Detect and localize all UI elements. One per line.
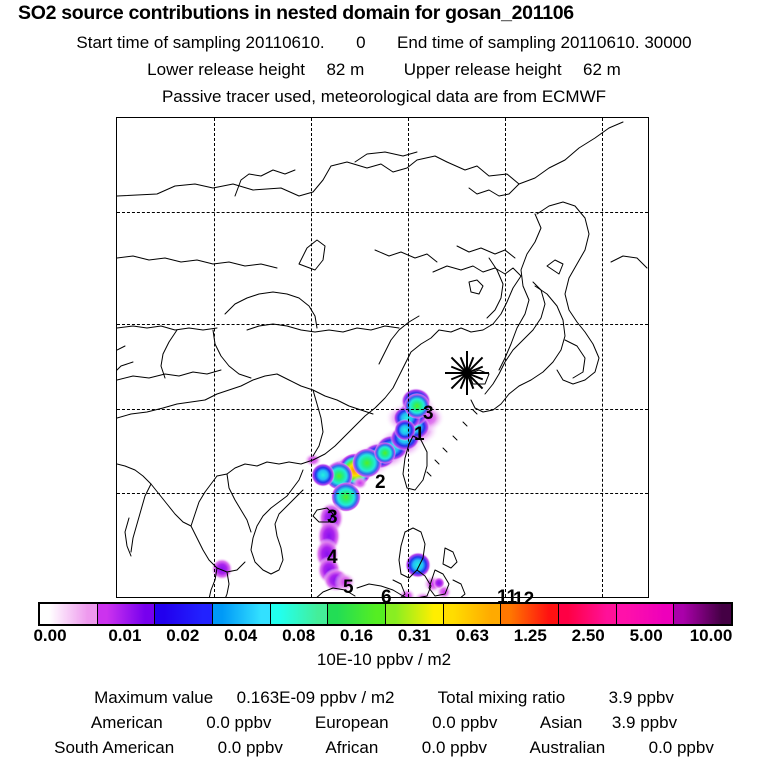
australian-label: Australian [529, 738, 606, 757]
sampling-time-line: Start time of sampling 20110610. 0 End t… [0, 33, 768, 53]
colorbar-segment [155, 604, 214, 624]
colorbar-tick-label: 0.01 [108, 626, 142, 645]
gridline-horizontal [117, 493, 648, 494]
colorbar-segment [270, 604, 329, 624]
footer-summary-line: Maximum value 0.163E-09 ppbv / m2 Total … [0, 688, 768, 708]
map-inner [117, 118, 648, 597]
gridline-vertical [408, 118, 409, 597]
colorbar-segment [40, 604, 98, 624]
colorbar-segment [328, 604, 387, 624]
page-title: SO2 source contributions in nested domai… [18, 2, 574, 24]
total-mixing-ratio-value: 3.9 ppbv [608, 688, 674, 707]
american-value: 0.0 ppbv [206, 713, 272, 732]
colorbar-segment [97, 604, 156, 624]
colorbar-tick-label: 0.16 [339, 626, 374, 645]
lower-release-height-value: 82 m [326, 60, 365, 79]
gridline-vertical [602, 118, 603, 597]
european-label: European [314, 713, 389, 732]
colorbar-tick-label: 5.00 [629, 626, 663, 645]
colorbar-tick-label: 0.04 [224, 626, 258, 645]
colorbar-tick-label: 10.00 [689, 626, 733, 645]
end-time-label: End time of sampling 20110610. 30000 [397, 33, 692, 52]
colorbar-segment [443, 604, 502, 624]
colorbar-segment [501, 604, 560, 624]
colorbar-tick-label: 0.00 [33, 626, 67, 645]
footer-region-line-2: South American 0.0 ppbv African 0.0 ppbv… [0, 738, 768, 758]
plume-concentration-layer [211, 388, 452, 597]
maximum-value: 0.163E-09 ppbv / m2 [236, 688, 395, 707]
south-american-label: South American [54, 738, 175, 757]
colorbar-tick-label: 0.63 [455, 626, 489, 645]
upper-release-height-label: Upper release height [403, 60, 562, 79]
trajectory-day-label: 6 [381, 587, 392, 608]
trajectory-day-label: 5 [343, 577, 354, 598]
gridline-horizontal [117, 409, 648, 410]
african-label: African [325, 738, 379, 757]
colorbar [38, 602, 733, 626]
south-american-value: 0.0 ppbv [217, 738, 283, 757]
gridline-horizontal [117, 324, 648, 325]
colorbar-segment [386, 604, 444, 624]
gridline-horizontal [117, 212, 648, 213]
african-value: 0.0 ppbv [421, 738, 488, 757]
colorbar-segment [674, 604, 732, 624]
gridline-vertical [311, 118, 312, 597]
colorbar-segment [213, 604, 271, 624]
colorbar-tick-labels: 0.00 0.01 0.02 0.04 0.08 0.16 0.31 0.63 1.25 2.50… [0, 626, 768, 648]
american-label: American [90, 713, 163, 732]
gridline-vertical [214, 118, 215, 597]
colorbar-tick-label: 2.50 [571, 626, 605, 645]
colorbar-tick-label: 0.31 [397, 626, 431, 645]
trajectory-day-label: 2 [375, 472, 386, 493]
total-mixing-ratio-label: Total mixing ratio [437, 688, 566, 707]
map-panel [116, 117, 649, 598]
asian-label: Asian [539, 713, 583, 732]
european-value: 0.0 ppbv [432, 713, 498, 732]
trajectory-day-label: 1 [414, 424, 425, 445]
maximum-value-label: Maximum value [94, 688, 214, 707]
coastline-layer [117, 121, 648, 597]
trajectory-day-label: 3 [327, 507, 338, 528]
colorbar-tick-label: 1.25 [513, 626, 547, 645]
start-time-value: 0 [356, 33, 366, 52]
colorbar-segment [559, 604, 617, 624]
australian-value: 0.0 ppbv [648, 738, 714, 757]
colorbar-tick-label: 0.08 [282, 626, 316, 645]
release-height-line: Lower release height 82 m Upper release … [0, 60, 768, 80]
gridline-vertical [505, 118, 506, 597]
trajectory-day-label: 3 [423, 403, 434, 424]
footer-region-line-1: American 0.0 ppbv European 0.0 ppbv Asia… [0, 713, 768, 733]
tracer-info-line: Passive tracer used, meteorological data… [161, 87, 607, 106]
colorbar-segment [616, 604, 675, 624]
lower-release-height-label: Lower release height [147, 60, 305, 79]
upper-release-height-value: 62 m [583, 60, 621, 79]
colorbar-unit-label: 10E-10 ppbv / m2 [316, 650, 452, 669]
colorbar-tick-label: 0.02 [166, 626, 200, 645]
asian-value: 3.9 ppbv [611, 713, 678, 732]
start-time-label: Start time of sampling 20110610. [76, 33, 325, 52]
trajectory-day-label: 4 [327, 547, 338, 568]
